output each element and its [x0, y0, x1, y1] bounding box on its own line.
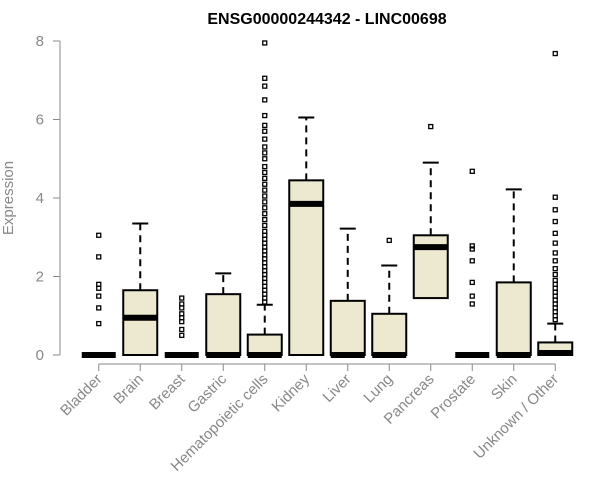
outlier-point: [179, 311, 185, 317]
outlier-point: [96, 320, 102, 327]
outlier-point: [262, 128, 268, 134]
y-tick-label: 8: [36, 33, 44, 50]
outlier-point: [552, 265, 558, 272]
outlier-point: [262, 199, 268, 205]
outlier-point: [96, 232, 102, 238]
box-rect: [371, 312, 408, 357]
outlier-point: [96, 293, 102, 299]
x-tick-label: Breast: [146, 370, 189, 413]
outlier-point: [262, 136, 268, 142]
outlier-point: [469, 243, 475, 249]
x-tick-label: Kidney: [269, 370, 314, 415]
box-bladder: [81, 232, 116, 358]
y-tick-label: 6: [36, 112, 44, 129]
x-tick-label: Prostate: [428, 371, 480, 423]
box-rect: [495, 281, 532, 357]
box-kidney: [288, 116, 325, 356]
outlier-point: [469, 301, 475, 307]
box-gastric: [205, 272, 242, 358]
outlier-point: [96, 254, 102, 260]
outlier-point: [262, 187, 268, 193]
outlier-point: [262, 156, 268, 162]
box-breast: [164, 295, 199, 358]
outlier-point: [469, 279, 475, 286]
box-prostate: [455, 168, 490, 358]
outlier-point: [262, 205, 268, 211]
outlier-point: [552, 50, 558, 57]
outlier-point: [428, 123, 434, 130]
outlier-point: [96, 305, 102, 311]
outlier-point: [469, 246, 475, 252]
outlier-point: [552, 218, 558, 225]
box-rect: [205, 293, 242, 357]
outlier-point: [262, 83, 268, 89]
boxes: [81, 40, 574, 358]
box-rect: [329, 299, 366, 356]
box-liver: [329, 227, 366, 358]
box-brain: [122, 222, 159, 356]
outlier-point: [552, 250, 558, 256]
outlier-point: [179, 295, 185, 301]
outlier-point: [552, 258, 558, 264]
outlier-point: [262, 175, 268, 182]
outlier-point: [552, 271, 558, 278]
outlier-point: [262, 211, 268, 217]
y-tick-label: 4: [36, 190, 44, 207]
x-tick-label: Skin: [488, 371, 521, 404]
outlier-point: [262, 112, 268, 119]
outlier-point: [262, 216, 268, 223]
outlier-point: [469, 293, 475, 299]
outlier-point: [96, 281, 102, 288]
outlier-point: [386, 237, 392, 244]
box-unknown-other: [537, 50, 574, 357]
x-tick-label: Brain: [110, 371, 147, 408]
box-rect: [246, 333, 283, 356]
outlier-point: [262, 228, 268, 235]
y-axis: 0 2 4 6 8: [36, 33, 61, 364]
outlier-point: [179, 301, 185, 307]
outlier-point: [469, 168, 475, 174]
box-skin: [495, 188, 532, 358]
outlier-point: [262, 193, 268, 199]
x-tick-label: Liver: [320, 371, 355, 406]
box-rect: [122, 289, 159, 356]
outlier-point: [179, 326, 185, 333]
outlier-point: [262, 163, 268, 170]
outlier-point: [262, 169, 268, 176]
y-axis-label: Expression: [0, 161, 17, 235]
y-tick-label: 2: [36, 269, 44, 286]
outlier-point: [552, 194, 558, 200]
box-lung: [371, 237, 408, 358]
y-tick-label: 0: [36, 347, 44, 364]
box-rect: [288, 179, 325, 356]
outlier-point: [552, 277, 558, 284]
outlier-point: [262, 144, 268, 150]
outlier-point: [552, 207, 558, 213]
outlier-point: [262, 222, 268, 229]
outlier-point: [262, 97, 268, 103]
outlier-point: [262, 122, 268, 129]
box-pancreas: [412, 123, 449, 300]
x-tick-label: Bladder: [57, 371, 106, 420]
outlier-point: [262, 40, 268, 46]
outlier-point: [552, 240, 558, 246]
outlier-point: [552, 230, 558, 236]
outlier-point: [262, 150, 268, 156]
chart-title: ENSG00000244342 - LINC00698: [207, 11, 446, 28]
outlier-point: [262, 75, 268, 81]
box-hematopoietic-cells: [246, 40, 283, 358]
outlier-point: [179, 332, 185, 339]
outlier-point: [469, 258, 475, 264]
x-tick-label: Lung: [360, 371, 396, 407]
outlier-point: [262, 181, 268, 187]
